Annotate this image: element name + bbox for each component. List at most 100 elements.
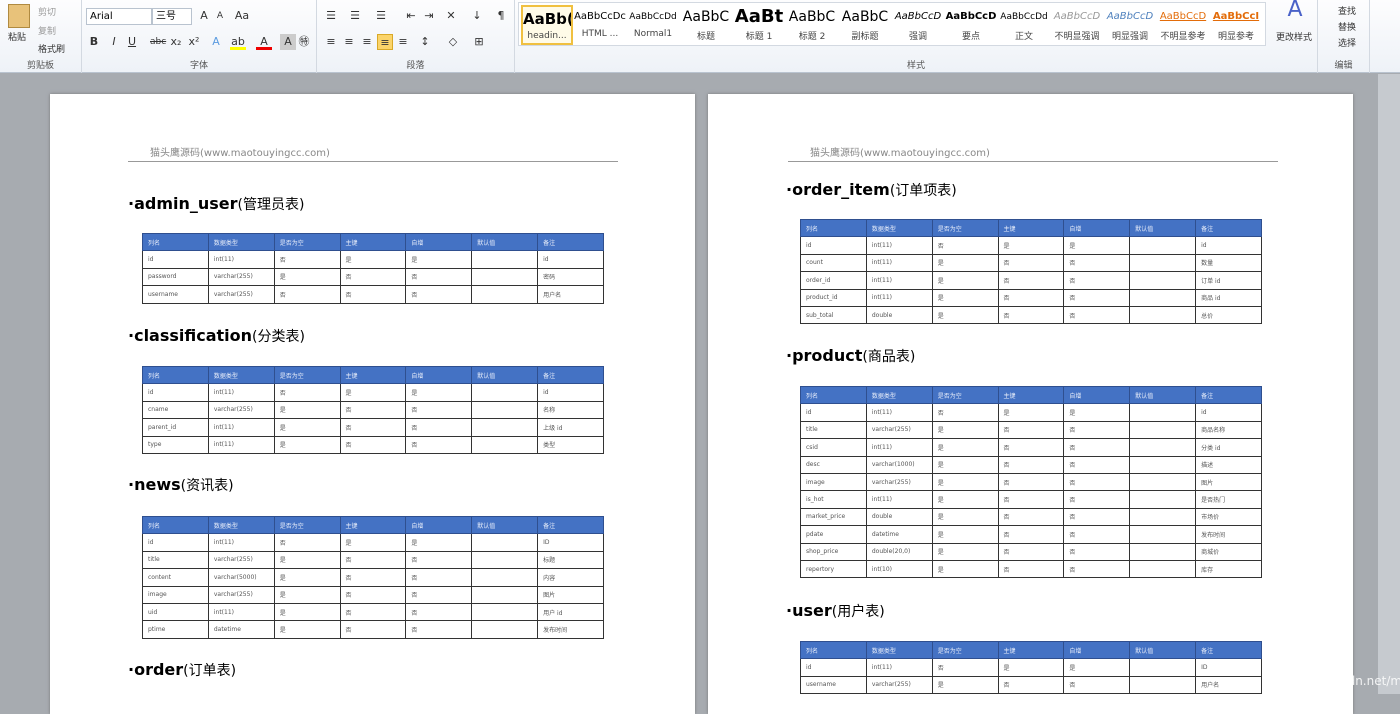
show-marks-icon[interactable]: ¶ — [497, 9, 505, 22]
font-name-select[interactable]: Arial — [86, 8, 152, 25]
table-cell[interactable]: sub_total — [800, 305, 867, 325]
borders-icon[interactable]: ⊞ — [474, 35, 484, 48]
distributed-icon[interactable]: ≡ — [398, 35, 408, 48]
column-header[interactable]: 是否为空 — [931, 218, 999, 238]
table-cell[interactable]: 图片 — [1195, 472, 1262, 492]
table-cell[interactable]: title — [800, 420, 867, 440]
table-cell[interactable] — [471, 568, 539, 587]
column-header[interactable]: 主键 — [339, 365, 407, 385]
table-cell[interactable]: 用户 id — [537, 602, 604, 622]
table-cell[interactable]: varchar(255) — [207, 585, 275, 604]
table-cell[interactable]: 用户名 — [1195, 675, 1262, 695]
change-styles-icon[interactable]: A — [1287, 0, 1303, 22]
table-cell[interactable]: 是 — [273, 620, 341, 639]
column-header[interactable]: 默认值 — [471, 515, 539, 535]
shrink-font-icon[interactable]: A — [216, 11, 224, 21]
table-cell[interactable]: image — [142, 585, 209, 604]
table-cell[interactable]: 类型 — [537, 435, 604, 454]
table-cell[interactable]: 是 — [273, 602, 341, 622]
table-cell[interactable]: 是 — [273, 267, 341, 287]
table-cell[interactable] — [471, 400, 539, 420]
table-cell[interactable]: int(11) — [865, 253, 933, 273]
table-cell[interactable]: 否 — [273, 533, 341, 552]
table-cell[interactable]: 用户名 — [537, 285, 604, 304]
table-cell[interactable]: int(11) — [207, 383, 275, 402]
table-cell[interactable]: csid — [800, 438, 867, 457]
table-cell[interactable]: 否 — [405, 602, 473, 622]
table-cell[interactable]: 否 — [997, 253, 1065, 273]
column-header[interactable]: 是否为空 — [273, 232, 341, 252]
table-cell[interactable]: datetime — [865, 525, 933, 544]
grow-font-icon[interactable]: A — [200, 9, 208, 22]
change-case-icon[interactable]: Aa — [234, 9, 250, 22]
column-header[interactable]: 数据类型 — [207, 232, 275, 252]
table-cell[interactable]: datetime — [207, 620, 275, 639]
table-cell[interactable]: order_id — [800, 271, 867, 290]
column-header[interactable]: 备注 — [537, 232, 604, 252]
style-item[interactable]: AaBbCcDd 正文 — [998, 5, 1050, 45]
table-cell[interactable] — [471, 285, 539, 304]
column-header[interactable]: 自增 — [405, 232, 473, 252]
style-item[interactable]: AaBbC 副标题 — [839, 5, 891, 45]
table-cell[interactable]: 是 — [273, 400, 341, 420]
table-cell[interactable]: shop_price — [800, 542, 867, 561]
table-cell[interactable] — [1129, 236, 1197, 255]
style-item[interactable]: AaBbCcD 明显强调 — [1104, 5, 1156, 45]
table-cell[interactable] — [1129, 271, 1197, 290]
table-cell[interactable]: 否 — [339, 550, 407, 570]
table-cell[interactable]: 否 — [997, 288, 1065, 307]
table-cell[interactable]: id — [800, 236, 867, 255]
table-cell[interactable]: 否 — [997, 271, 1065, 290]
table-cell[interactable]: 是否热门 — [1195, 490, 1262, 509]
table-cell[interactable]: 是 — [997, 403, 1065, 422]
format-painter-button[interactable]: 格式刷 — [38, 45, 66, 55]
center-icon[interactable]: ≡ — [344, 35, 354, 48]
column-header[interactable]: 数据类型 — [207, 365, 275, 385]
table-cell[interactable]: 否 — [273, 285, 341, 304]
column-header[interactable]: 数据类型 — [207, 515, 275, 535]
style-item[interactable]: AaBbC 标题 2 — [786, 5, 838, 45]
table-cell[interactable]: 是 — [405, 383, 473, 402]
strikethrough-button[interactable]: abc — [150, 37, 167, 47]
column-header[interactable]: 默认值 — [471, 232, 539, 252]
table-cell[interactable]: double(20,0) — [865, 542, 933, 561]
table-cell[interactable]: 是 — [997, 658, 1065, 677]
column-header[interactable]: 是否为空 — [931, 640, 999, 660]
table-cell[interactable] — [471, 250, 539, 269]
table-cell[interactable]: 否 — [1063, 472, 1131, 492]
table-cell[interactable]: title — [142, 550, 209, 570]
table-cell[interactable]: 内容 — [537, 568, 604, 587]
column-header[interactable]: 备注 — [537, 365, 604, 385]
font-size-select[interactable]: 三号 — [152, 8, 192, 25]
column-header[interactable]: 列名 — [142, 365, 209, 385]
table-cell[interactable] — [1129, 455, 1197, 474]
table-cell[interactable] — [471, 550, 539, 570]
table-cell[interactable]: 是 — [931, 675, 999, 695]
table-cell[interactable]: 市场价 — [1195, 507, 1262, 527]
increase-indent-icon[interactable]: ⇥ — [424, 9, 434, 22]
table-cell[interactable] — [1129, 403, 1197, 422]
table-cell[interactable]: int(11) — [207, 418, 275, 437]
table-cell[interactable]: 库存 — [1195, 559, 1262, 579]
table-cell[interactable]: 上级 id — [537, 418, 604, 437]
table-cell[interactable]: double — [865, 305, 933, 325]
table-cell[interactable]: int(11) — [207, 435, 275, 454]
table-cell[interactable] — [1129, 507, 1197, 527]
table-cell[interactable] — [1129, 559, 1197, 579]
table-cell[interactable]: int(11) — [865, 271, 933, 290]
style-item[interactable]: AaBbCcD 不明显强调 — [1051, 5, 1103, 45]
align-left-icon[interactable]: ≡ — [326, 35, 336, 48]
cut-button[interactable]: 剪切 — [38, 8, 57, 18]
table-cell[interactable]: 订单 id — [1195, 271, 1262, 290]
table-cell[interactable] — [471, 585, 539, 604]
decrease-indent-icon[interactable]: ⇤ — [406, 9, 416, 22]
table-cell[interactable] — [1129, 490, 1197, 509]
table-cell[interactable] — [1129, 472, 1197, 492]
column-header[interactable]: 默认值 — [471, 365, 539, 385]
table-cell[interactable] — [471, 435, 539, 454]
column-header[interactable]: 自增 — [405, 515, 473, 535]
column-header[interactable]: 列名 — [800, 385, 867, 405]
column-header[interactable]: 列名 — [800, 218, 867, 238]
table-cell[interactable] — [1129, 305, 1197, 325]
table-cell[interactable]: id — [1195, 236, 1262, 255]
